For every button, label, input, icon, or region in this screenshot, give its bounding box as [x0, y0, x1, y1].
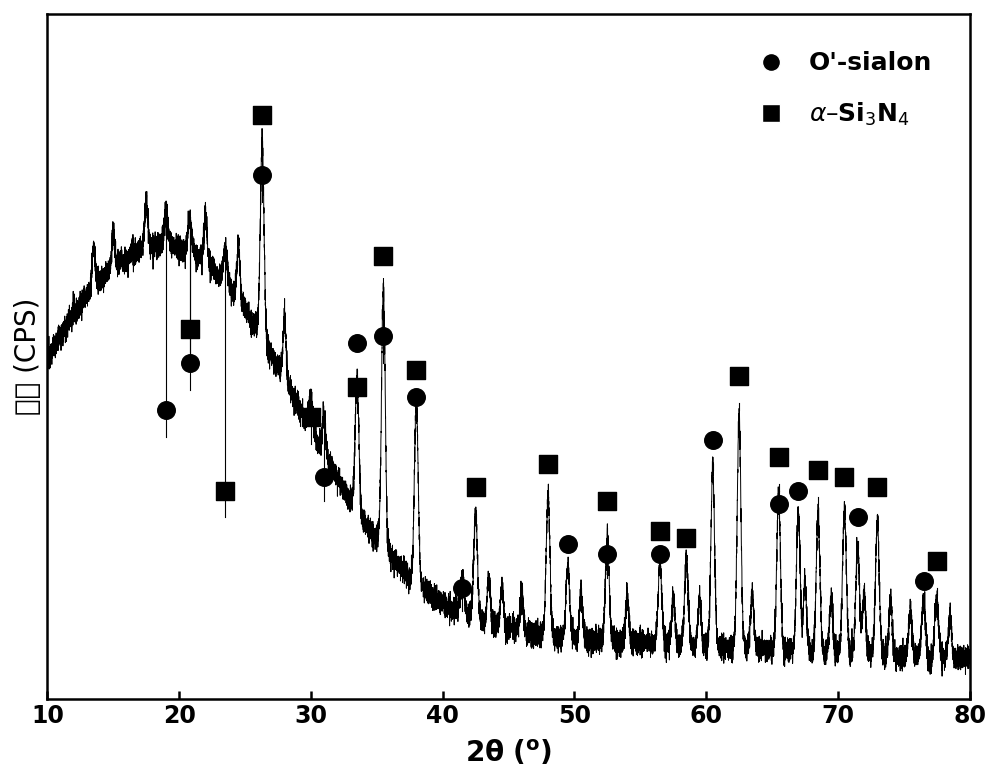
Point — [731, 370, 747, 382]
Point — [869, 481, 885, 493]
Point — [810, 465, 826, 477]
Point — [408, 364, 424, 376]
Point — [349, 380, 365, 393]
Legend: O'-sialon, $\alpha$–Si$_3$N$_4$: O'-sialon, $\alpha$–Si$_3$N$_4$ — [721, 27, 957, 152]
Point — [375, 330, 391, 343]
Point — [254, 169, 270, 181]
Point — [771, 450, 787, 463]
Y-axis label: 强度 (CPS): 强度 (CPS) — [14, 298, 42, 415]
Point — [790, 484, 806, 497]
Point — [540, 457, 556, 470]
Point — [916, 575, 932, 587]
Point — [652, 525, 668, 537]
Point — [468, 481, 484, 493]
Point — [652, 548, 668, 561]
Point — [217, 484, 233, 497]
Point — [836, 471, 852, 483]
Point — [316, 471, 332, 483]
Point — [349, 336, 365, 349]
Point — [929, 555, 945, 568]
Point — [408, 390, 424, 403]
Point — [560, 538, 576, 551]
Point — [182, 323, 198, 335]
Point — [375, 249, 391, 262]
Point — [850, 511, 866, 524]
Point — [158, 404, 174, 416]
Point — [771, 498, 787, 511]
Point — [599, 548, 615, 561]
Point — [678, 531, 694, 543]
Point — [599, 494, 615, 507]
X-axis label: $\mathbf{2\theta\ (^o)}$: $\mathbf{2\theta\ (^o)}$ — [465, 739, 552, 768]
Point — [254, 109, 270, 121]
Point — [454, 582, 470, 594]
Point — [182, 357, 198, 369]
Point — [303, 411, 319, 423]
Point — [705, 434, 721, 447]
